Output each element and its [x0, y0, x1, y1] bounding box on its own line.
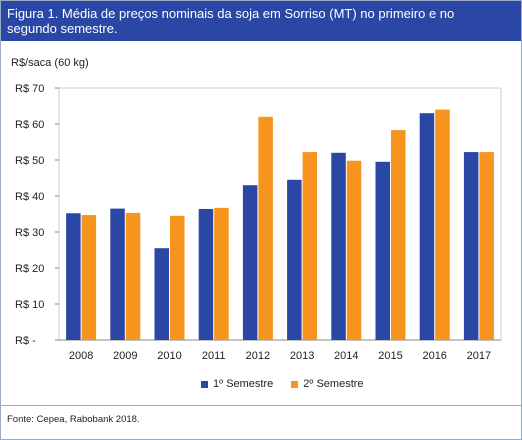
y-tick-label: R$ - [15, 335, 36, 347]
y-tick-label: R$ 70 [15, 83, 44, 95]
bar-series-1-2014 [331, 152, 346, 340]
x-tick-label: 2009 [113, 350, 137, 362]
x-tick-label: 2014 [334, 350, 358, 362]
y-tick-label: R$ 30 [15, 227, 44, 239]
bar-series-1-2013 [287, 179, 302, 340]
legend-swatch-series-2 [291, 380, 299, 388]
x-tick-label: 2008 [69, 350, 93, 362]
figure-title: Figura 1. Média de preços nominais da so… [7, 6, 455, 36]
x-tick-label: 2011 [202, 350, 226, 362]
x-tick-label: 2012 [246, 350, 270, 362]
bar-series-2-2017 [479, 152, 494, 340]
bar-series-1-2012 [242, 185, 258, 340]
legend-item-series-1: 1º Semestre [201, 378, 273, 390]
x-tick-label: 2010 [157, 350, 181, 362]
bar-series-2-2010 [170, 215, 185, 340]
bar-series-2-2011 [214, 207, 229, 340]
source-divider [1, 405, 521, 406]
figure-header: Figura 1. Média de preços nominais da so… [1, 1, 521, 41]
y-tick-label: R$ 50 [15, 155, 44, 167]
y-tick-label: R$ 40 [15, 191, 44, 203]
legend-item-series-2: 2º Semestre [291, 378, 364, 390]
legend-label-series-1: 1º Semestre [213, 378, 274, 390]
bar-series-1-2010 [154, 248, 169, 340]
y-tick-label: R$ 10 [15, 299, 44, 311]
bar-series-1-2008 [66, 213, 81, 340]
bar-series-2-2014 [346, 160, 362, 340]
bar-series-1-2015 [375, 161, 390, 340]
bar-series-1-2009 [110, 208, 125, 340]
plot-area [58, 87, 502, 341]
legend-swatch-series-1 [201, 380, 208, 388]
y-tick-label: R$ 20 [15, 263, 44, 275]
x-tick-label: 2015 [378, 350, 402, 362]
bar-series-1-2017 [463, 152, 479, 340]
y-tick-label: R$ 60 [15, 119, 44, 131]
legend: 1º Semestre 2º Semestre [201, 378, 382, 390]
x-tick-label: 2017 [467, 350, 491, 362]
bar-series-2-2016 [435, 109, 450, 340]
bar-series-1-2016 [419, 113, 435, 340]
bar-series-1-2011 [198, 208, 214, 340]
y-axis-unit-label: R$/saca (60 kg) [11, 57, 89, 69]
x-tick-label: 2013 [290, 350, 314, 362]
source-note: Fonte: Cepea, Rabobank 2018. [7, 414, 140, 425]
x-tick-label: 2016 [422, 350, 446, 362]
bar-series-2-2015 [391, 130, 406, 340]
bar-series-2-2009 [125, 212, 141, 340]
bar-chart: R$ - R$ 10 R$ 20 R$ 30 R$ 40 R$ 50 R$ 60 R$ 70 2… [15, 83, 502, 362]
bar-series-2-2013 [302, 152, 318, 340]
bar-series-2-2008 [81, 215, 97, 340]
legend-label-series-2: 2º Semestre [303, 378, 364, 390]
bar-series-2-2012 [258, 116, 273, 340]
